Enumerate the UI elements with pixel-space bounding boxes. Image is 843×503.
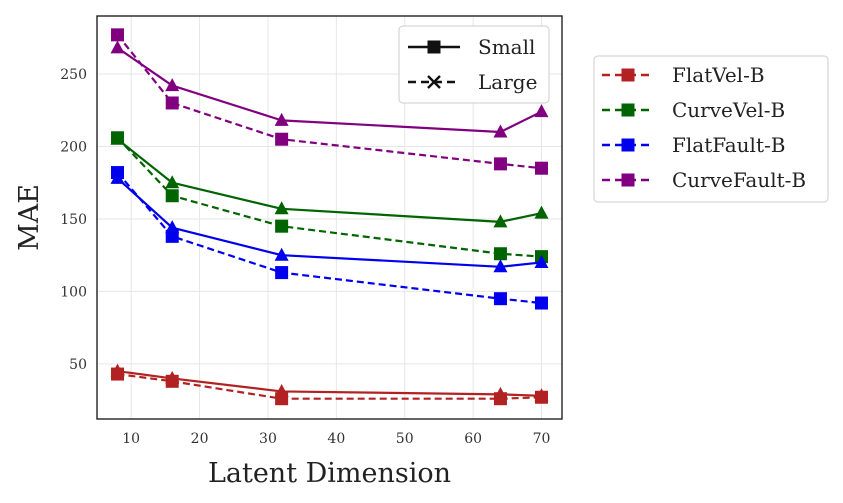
data-point-flatfault-b-small: [493, 259, 508, 273]
data-point-flatvel-b-large: [275, 392, 289, 406]
series-line-flatfault-b-large: [116, 171, 542, 305]
data-point-flatvel-b-large: [111, 367, 125, 381]
legend-label: CurveFault-B: [672, 168, 806, 192]
data-point-curvefault-b-large: [275, 132, 289, 146]
x-axis-title: Latent Dimension: [208, 458, 451, 489]
data-point-curvefault-b-large: [165, 96, 179, 110]
y-tick-label: 200: [60, 139, 87, 155]
x-tick-label: 40: [327, 431, 345, 447]
data-point-curvefault-b-small: [165, 78, 180, 92]
data-point-curvefault-b-small: [493, 124, 508, 138]
series-curvefault-b-large: [111, 28, 548, 175]
data-point-curvevel-b-large: [111, 131, 125, 145]
series-curvefault-b-small: [110, 40, 549, 138]
data-point-flatfault-b-large: [111, 166, 125, 180]
legend-marker: [621, 68, 635, 82]
legend-label: FlatVel-B: [672, 63, 765, 87]
series-line-flatvel-b-small: [117, 370, 542, 397]
data-point-flatfault-b-large: [534, 296, 548, 310]
data-point-curvevel-b-small: [165, 175, 180, 189]
legend-entry-flatfault-b: FlatFault-B: [602, 133, 785, 157]
series-layer: [110, 28, 549, 406]
legend-entry-curvefault-b: CurveFault-B: [602, 168, 806, 192]
legend-entry-large: Large: [408, 70, 537, 94]
style-legend: Small Large: [398, 25, 550, 104]
x-tick-label: 20: [191, 431, 209, 447]
legend-label: Large: [478, 70, 537, 94]
legend-marker: [621, 173, 635, 187]
data-point-curvefault-b-large: [111, 28, 125, 42]
data-point-flatvel-b-large: [165, 374, 179, 388]
x-tick-label: 10: [122, 431, 140, 447]
legend-entry-flatvel-b: FlatVel-B: [602, 63, 765, 87]
data-point-curvevel-b-large: [165, 189, 179, 203]
y-tick-label: 100: [60, 284, 87, 300]
series-flatvel-b-large: [111, 367, 548, 406]
data-point-curvefault-b-small: [534, 104, 549, 118]
x-tick-label: 50: [396, 431, 414, 447]
legend-marker: [427, 75, 441, 89]
legend-label: CurveVel-B: [672, 98, 785, 122]
data-point-curvevel-b-small: [534, 205, 549, 219]
x-tick-label: 30: [259, 431, 277, 447]
dataset-legend: FlatVel-B CurveVel-B FlatFault-B CurveFault…: [593, 55, 829, 203]
legend-box: [593, 55, 829, 203]
legend-label: FlatFault-B: [672, 133, 785, 157]
series-curvevel-b-large: [111, 131, 548, 264]
legend-marker: [621, 103, 635, 117]
y-tick-label: 50: [69, 357, 87, 373]
y-tick-label: 150: [60, 212, 87, 228]
data-point-curvevel-b-large: [493, 247, 507, 261]
legend-marker: [621, 138, 635, 152]
data-point-curvevel-b-large: [275, 219, 289, 233]
data-point-flatvel-b-large: [534, 390, 548, 404]
data-point-flatfault-b-small: [534, 254, 549, 268]
data-point-curvefault-b-large: [493, 157, 507, 171]
y-axis: 50 100 150 200 250: [60, 67, 87, 373]
y-tick-label: 250: [60, 67, 87, 83]
data-point-curvefault-b-small: [274, 112, 289, 126]
legend-entry-small: Small: [408, 35, 535, 59]
series-flatfault-b-large: [111, 166, 548, 310]
y-axis-title: MAE: [14, 184, 45, 251]
plot-frame: [96, 15, 563, 420]
legend-label: Small: [478, 35, 535, 59]
data-point-curvevel-b-small: [493, 214, 508, 228]
data-point-curvefault-b-small: [110, 40, 125, 54]
data-point-flatfault-b-large: [493, 292, 507, 306]
data-point-curvefault-b-large: [534, 161, 548, 175]
data-point-flatfault-b-large: [275, 266, 289, 280]
legend-entry-curvevel-b: CurveVel-B: [602, 98, 785, 122]
data-point-flatvel-b-large: [493, 392, 507, 406]
x-tick-label: 60: [464, 431, 482, 447]
data-point-flatfault-b-large: [165, 229, 179, 243]
data-point-flatfault-b-small: [274, 247, 289, 261]
data-point-curvevel-b-small: [274, 201, 289, 215]
x-tick-label: 70: [533, 431, 551, 447]
series-line-curvevel-b-small: [116, 138, 542, 223]
legend-marker: [427, 40, 441, 54]
series-line-flatfault-b-small: [116, 177, 542, 268]
x-axis: 10 20 30 40 50 60 70: [122, 431, 550, 447]
